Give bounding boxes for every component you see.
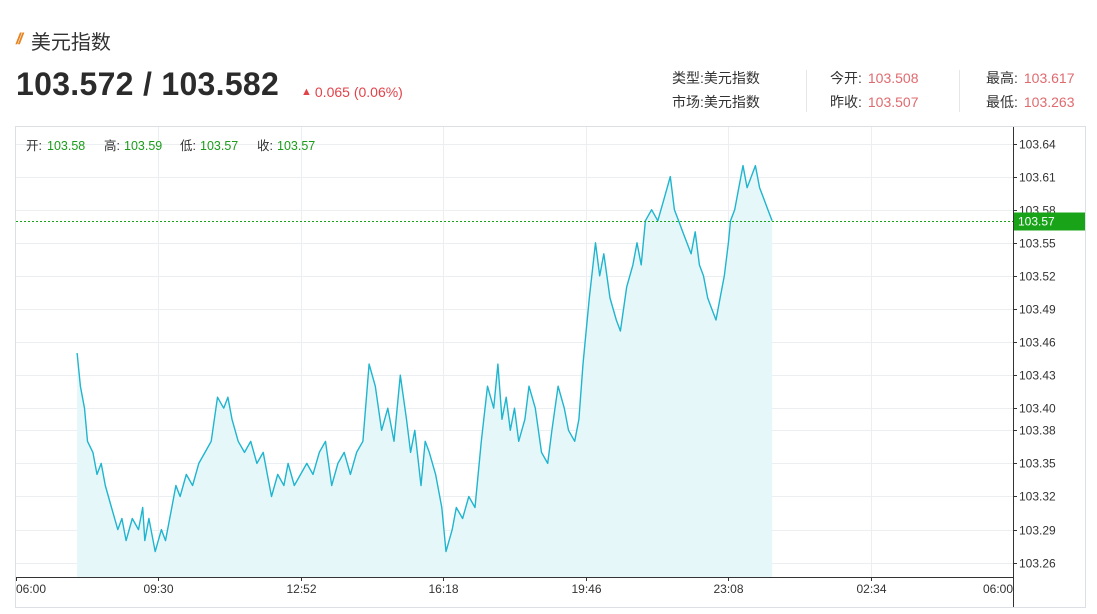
- arrow-up-icon: ▲: [301, 86, 312, 98]
- x-tick-label: 06:00: [983, 582, 1013, 596]
- info-open-prev: 今开: 103.508 昨收: 103.507: [830, 66, 919, 114]
- bid-ask-price: 103.572 / 103.582: [16, 66, 280, 102]
- y-tick-label: 103.29: [1019, 524, 1056, 538]
- info-divider: [959, 70, 960, 112]
- x-tick-label: 02:34: [856, 582, 886, 596]
- x-tick-label: 23:08: [713, 582, 743, 596]
- y-tick-label: 103.32: [1019, 490, 1056, 504]
- y-tick-label: 103.26: [1019, 557, 1056, 571]
- y-tick-label: 103.49: [1019, 303, 1056, 317]
- chart-axes: 103.64 103.61 103.58 103.55 103.52 103.49 103.…: [16, 127, 1085, 607]
- plot-area: [16, 164, 1013, 577]
- x-tick-label: 09:30: [143, 582, 173, 596]
- x-tick-label: 06:00: [16, 582, 46, 596]
- low-label: 最低:: [986, 94, 1018, 110]
- y-tick-label: 103.38: [1019, 424, 1056, 438]
- y-tick-label: 103.40: [1019, 402, 1056, 416]
- x-tick-label: 12:52: [286, 582, 316, 596]
- ohlc-close-label: 收:: [257, 139, 273, 153]
- price-line: [76, 164, 773, 553]
- current-price-label: 103.57: [1018, 215, 1055, 229]
- open-label: 今开:: [830, 70, 862, 86]
- type-value: 美元指数: [703, 70, 760, 86]
- current-price-badge: [1014, 212, 1085, 231]
- page-header: // 美元指数: [16, 26, 111, 54]
- price-change: ▲ 0.065 (0.06%): [301, 84, 403, 100]
- ohlc-close-value: 103.57: [277, 139, 315, 153]
- info-type-market: 类型: 美元指数 市场: 美元指数: [672, 66, 760, 114]
- open-value: 103.508: [867, 70, 919, 86]
- info-high-low: 最高: 103.617 最低: 103.263: [986, 66, 1075, 114]
- y-tick-label: 103.43: [1019, 369, 1056, 383]
- ohlc-open-label: 开:: [26, 139, 42, 153]
- y-tick-label: 103.35: [1019, 457, 1056, 471]
- prev-close-label: 昨收:: [830, 94, 862, 110]
- ohlc-low-value: 103.57: [200, 139, 238, 153]
- y-tick-label: 103.52: [1019, 270, 1056, 284]
- y-tick-label: 103.61: [1019, 171, 1056, 185]
- high-label: 最高:: [986, 70, 1018, 86]
- market-value: 美元指数: [703, 94, 760, 110]
- y-tick-label: 103.46: [1019, 336, 1056, 350]
- price-change-value: 0.065 (0.06%): [314, 84, 403, 100]
- prev-close-value: 103.507: [867, 94, 919, 110]
- x-tick-label: 16:18: [428, 582, 458, 596]
- type-label: 类型:: [672, 70, 704, 86]
- brand-slash-icon: //: [16, 31, 23, 48]
- market-label: 市场:: [672, 94, 704, 110]
- y-tick-label: 103.55: [1019, 237, 1056, 251]
- y-tick-label: 103.64: [1019, 138, 1056, 152]
- price-area: [77, 165, 773, 577]
- high-value: 103.617: [1023, 70, 1075, 86]
- ohlc-high-value: 103.59: [124, 139, 162, 153]
- info-divider: [806, 70, 807, 112]
- low-value: 103.263: [1023, 94, 1075, 110]
- x-tick-label: 19:46: [571, 582, 601, 596]
- ohlc-legend: 开: 103.58 高: 103.59 低: 103.57 收: 103.57: [26, 138, 315, 153]
- chart-frame: [15, 126, 1086, 608]
- instrument-title: 美元指数: [30, 31, 111, 54]
- ohlc-high-label: 高:: [104, 138, 120, 153]
- ohlc-open-value: 103.58: [47, 139, 85, 153]
- ohlc-low-label: 低:: [180, 139, 196, 153]
